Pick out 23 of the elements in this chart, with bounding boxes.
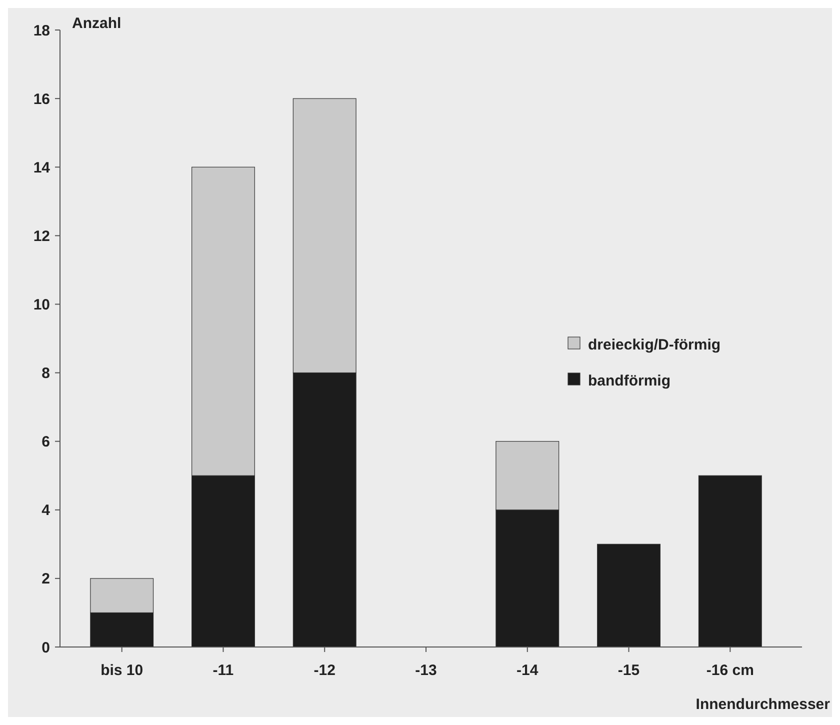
x-tick-label: bis 10 — [100, 662, 144, 679]
legend-label: bandförmig — [588, 372, 670, 390]
y-tick-label: 4 — [42, 502, 51, 520]
y-tick-label: 16 — [33, 90, 50, 108]
bar — [698, 475, 762, 648]
x-tick-label: -12 — [314, 662, 336, 679]
legend-label: dreieckig/D-förmig — [588, 336, 721, 354]
y-tick-label: 8 — [42, 365, 50, 382]
x-tick-label: -15 — [618, 662, 640, 679]
y-axis-title: Anzahl — [72, 15, 122, 32]
x-axis-title: Innendurchmesser — [696, 696, 830, 713]
x-tick-label: -11 — [212, 662, 234, 679]
y-tick-label: 6 — [42, 434, 50, 451]
x-tick-label: -16 cm — [706, 662, 754, 679]
bar — [597, 544, 660, 648]
y-tick-label: 0 — [42, 639, 50, 656]
y-tick-label: 2 — [42, 570, 50, 588]
y-tick-label: 12 — [33, 228, 50, 245]
x-tick-label: -14 — [516, 662, 539, 679]
y-tick-label: 18 — [33, 22, 50, 40]
y-tick-label: 14 — [33, 159, 51, 176]
x-tick-label: -13 — [415, 662, 437, 679]
y-tick-label: 10 — [33, 296, 50, 314]
